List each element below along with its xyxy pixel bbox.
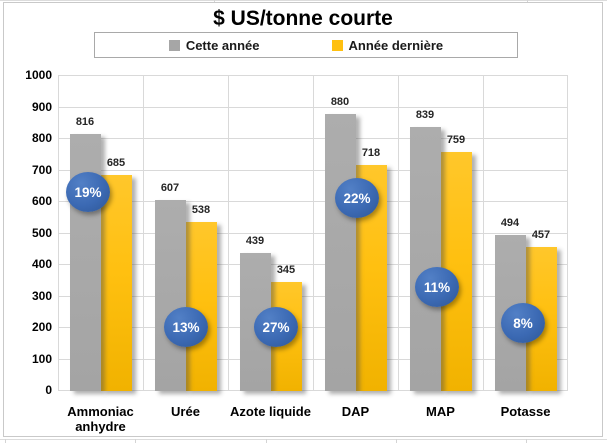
y-axis-label: 300 [31,288,52,303]
y-axis-label: 1000 [25,68,52,82]
percent-badge-label: 27% [262,319,290,335]
plot-vertical-line [567,76,568,391]
x-axis-label: Ammoniac anhydre [67,404,134,434]
x-axis-label: DAP [341,404,370,419]
percent-badge-label: 13% [172,319,200,335]
worksheet-gridline [266,439,267,443]
bar-last-year-1 [185,222,217,391]
y-axis-label: 500 [31,225,52,240]
bar-this-year-1 [154,200,186,391]
value-label-this-year: 839 [415,109,435,121]
plot-vertical-line [143,76,144,391]
legend-item-last-year: Année dernière [331,37,444,53]
percent-badge: 19% [66,172,110,212]
value-label-last-year: 685 [106,157,126,169]
value-label-this-year: 816 [75,116,95,128]
value-label-last-year: 538 [191,204,211,216]
bar-this-year-3 [324,114,356,391]
value-label-this-year: 880 [330,96,350,108]
plot-area: 816 685 607 538 439 345 880 718 839 759 494 457 19% 1… [58,75,568,391]
y-axis-label: 100 [31,351,52,366]
percent-badge-label: 11% [423,279,451,295]
value-label-last-year: 345 [276,264,296,276]
x-axis-label: MAP [426,404,455,419]
y-axis-label: 700 [31,162,52,177]
plot-vertical-line [313,76,314,391]
worksheet-gridline [396,439,397,443]
percent-badge-label: 22% [343,190,371,206]
percent-badge: 11% [415,267,459,307]
worksheet-gridline [527,0,528,3]
bar-this-year-4 [409,127,441,391]
chart-title: $ US/tonne courte [213,7,393,30]
bar-last-year-0 [100,175,132,391]
worksheet-gridline [135,439,136,443]
plot-vertical-line [58,76,59,391]
worksheet-gridline [5,439,6,443]
gridline [58,75,568,76]
chart-frame: $ US/tonne courte Cette année Année dern… [3,2,603,437]
y-axis-label: 900 [31,99,52,114]
plot-vertical-line [483,76,484,391]
percent-badge-label: 19% [74,184,102,200]
worksheet-gridline [214,0,215,3]
legend-label: Année dernière [348,37,444,53]
y-axis-label: 800 [31,131,52,145]
y-axis-label: 0 [45,383,52,397]
percent-badge: 27% [254,307,298,347]
x-axis-label: Potasse [500,404,551,419]
worksheet-gridline [0,439,607,440]
legend-swatch-last-year [331,39,343,51]
plot-vertical-line [398,76,399,391]
value-label-last-year: 759 [446,134,466,146]
percent-badge: 22% [335,178,379,218]
y-axis-label: 600 [31,194,52,208]
percent-badge: 8% [501,303,545,343]
percent-badge: 13% [164,307,208,347]
legend: Cette année Année dernière [94,32,518,58]
worksheet-gridline [0,0,607,1]
value-label-this-year: 439 [245,235,265,247]
x-axis-label: Urée [171,404,200,419]
x-axis-label: Azote liquide [230,404,311,419]
value-label-this-year: 607 [160,182,180,194]
plot-vertical-line [228,76,229,391]
value-label-last-year: 718 [361,147,381,159]
legend-label: Cette année [185,37,260,53]
worksheet-gridline [526,439,527,443]
value-label-last-year: 457 [531,229,551,241]
y-axis-label: 200 [31,320,52,334]
value-label-this-year: 494 [500,217,520,229]
legend-item-this-year: Cette année [168,37,260,53]
y-axis-label: 400 [31,257,52,271]
legend-swatch-this-year [168,39,180,51]
percent-badge-label: 8% [513,315,533,331]
